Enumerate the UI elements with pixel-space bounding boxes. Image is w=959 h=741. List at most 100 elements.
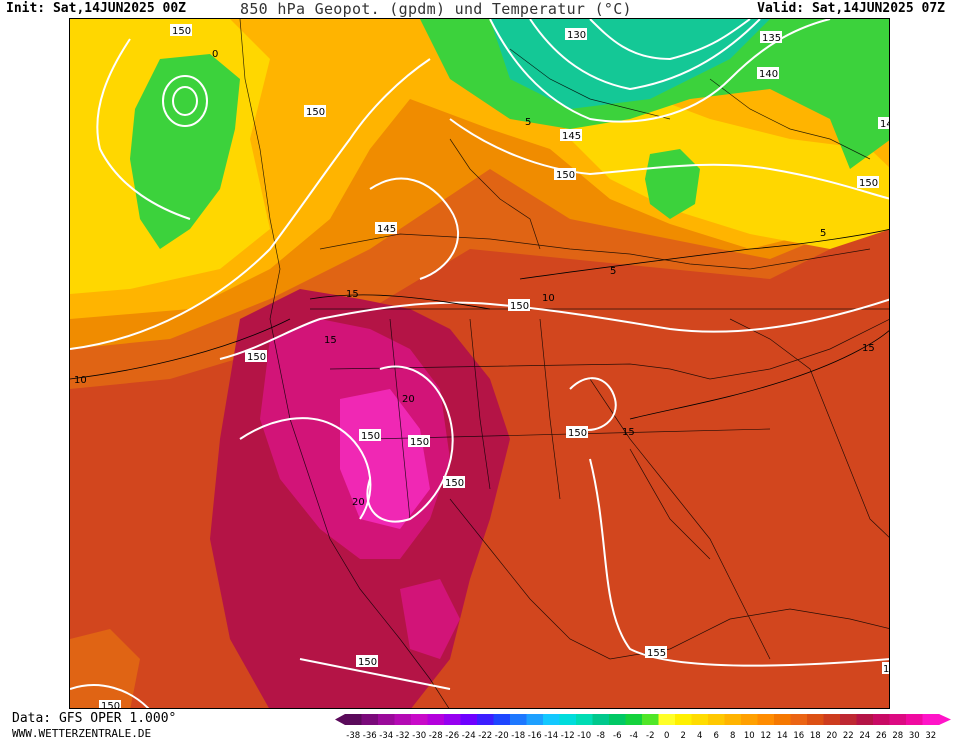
legend-swatch [477, 714, 494, 725]
map-title: 850 hPa Geopot. (gpdm) und Temperatur (°… [240, 0, 632, 18]
geopot-label-15: 150 [443, 476, 465, 489]
legend-swatch [840, 714, 857, 725]
legend-swatch [823, 714, 841, 725]
geopot-label-text-18: 155 [647, 648, 666, 659]
legend-tick-label: -34 [379, 731, 393, 741]
legend-swatch [873, 714, 890, 725]
temp-fill-teal-north [490, 19, 770, 109]
geopot-label-7: 150 [304, 105, 326, 118]
legend-swatch [559, 714, 577, 725]
legend-swatch [790, 714, 808, 725]
legend-tick-label: 32 [925, 731, 936, 741]
temp-fill-green-west [130, 54, 240, 249]
legend-swatch [609, 714, 626, 725]
legend-swatch [378, 714, 395, 725]
temp-label-3: 5 [820, 228, 826, 239]
legend-tick-label: -10 [577, 731, 591, 741]
legend-tick-label: -2 [646, 731, 654, 741]
data-source-label: Data: GFS OPER 1.000° [12, 711, 177, 726]
legend-tick-label: -28 [429, 731, 443, 741]
legend-tick-label: -12 [561, 731, 575, 741]
legend-tick-label: 6 [714, 731, 719, 741]
legend-swatch [625, 714, 643, 725]
legend-swatch [658, 714, 676, 725]
geopot-label-text-5: 14 [880, 119, 890, 130]
geopot-label-11: 150 [508, 299, 530, 312]
weather-map: 150 130 135 140 14 145 150 150 145 150 1… [69, 18, 890, 709]
geopot-label-text-12: 150 [247, 352, 266, 363]
geopot-label-text-15: 150 [445, 478, 464, 489]
geopot-label-text-16: 150 [568, 428, 587, 439]
legend-swatch [543, 714, 560, 725]
temp-fill-orange-southwest [70, 629, 140, 708]
temp-label-10: 10 [74, 375, 87, 386]
geopotential-contours [70, 19, 889, 708]
temp-label-1: 0 [212, 49, 218, 60]
temp-fill-yellow-east [550, 89, 889, 249]
geopot-label-14: 150 [408, 435, 430, 448]
geopot-label-text-11: 150 [510, 301, 529, 312]
geopot-label-17: 150 [356, 655, 378, 668]
legend-swatch [361, 714, 379, 725]
website-label: WWW.WETTERZENTRALE.DE [12, 727, 152, 740]
geopotential-label-group: 150 130 135 140 14 145 150 150 145 150 1… [99, 24, 890, 708]
legend-swatch [427, 714, 445, 725]
geopot-label-text-9: 145 [377, 224, 396, 235]
temp-label-6: 15 [324, 335, 337, 346]
geopot-label-9: 145 [375, 222, 397, 235]
legend-swatch [411, 714, 428, 725]
legend-tick-label: 4 [697, 731, 702, 741]
legend-swatch [460, 714, 478, 725]
temperature-label-group: 0 5 5 10 15 15 20 20 15 10 5 15 [74, 49, 875, 508]
legend-tick-label: 16 [793, 731, 804, 741]
legend-tick-label: -16 [528, 731, 542, 741]
legend-tick-label: 8 [730, 731, 735, 741]
legend-tick-label: -24 [462, 731, 476, 741]
legend-tick-label: -8 [597, 731, 605, 741]
init-time-label: Init: Sat,14JUN2025 00Z [6, 1, 187, 16]
legend-swatch [675, 714, 692, 725]
legend-tick-label: 30 [909, 731, 920, 741]
map-canvas: 150 130 135 140 14 145 150 150 145 150 1… [70, 19, 890, 708]
geopot-label-3: 135 [760, 31, 782, 44]
geopot-label-13: 150 [359, 429, 381, 442]
legend-swatch [526, 714, 544, 725]
legend-swatch [856, 714, 874, 725]
legend-tick-label: 0 [664, 731, 669, 741]
legend-tick-label: 24 [859, 731, 870, 741]
temp-label-7: 20 [402, 394, 415, 405]
legend-tick-label: -36 [363, 731, 377, 741]
legend-arrow-right [939, 714, 951, 725]
geopot-label-text-3: 135 [762, 33, 781, 44]
legend-tick-label: -32 [396, 731, 410, 741]
geopot-label-2: 130 [565, 28, 587, 41]
geopot-label-4: 140 [757, 67, 779, 80]
geopot-label-text-14: 150 [410, 437, 429, 448]
legend-swatch [708, 714, 725, 725]
legend-swatch [724, 714, 742, 725]
geopot-label-6: 145 [560, 129, 582, 142]
legend-swatch [906, 714, 923, 725]
geopot-label-text-6: 145 [562, 131, 581, 142]
legend-swatch [642, 714, 659, 725]
legend-tick-label: -14 [544, 731, 558, 741]
legend-swatch [757, 714, 775, 725]
legend-swatch [394, 714, 412, 725]
geopot-label-text-7: 150 [306, 107, 325, 118]
legend-swatch [444, 714, 461, 725]
geopot-label-text-19: 1 [883, 664, 889, 675]
legend-tick-label: 18 [810, 731, 821, 741]
legend-arrow-left [335, 714, 345, 725]
legend-tick-label: 20 [826, 731, 837, 741]
legend-tick-label: -26 [445, 731, 459, 741]
geopot-label-16: 150 [566, 426, 588, 439]
temperature-color-legend: -38 -36 -34 -32 -30 -28 -26 -24 -22 -20 -18 -16 -14-… [333, 712, 958, 741]
temp-fill-magenta-south [400, 579, 460, 659]
temp-label-12: 15 [862, 343, 875, 354]
temp-label-9: 15 [622, 427, 635, 438]
geopot-label-text-17: 150 [358, 657, 377, 668]
geopot-label-text-8: 150 [556, 170, 575, 181]
legend-tick-label: 28 [892, 731, 903, 741]
temp-label-11: 5 [610, 266, 616, 277]
legend-swatch [592, 714, 610, 725]
